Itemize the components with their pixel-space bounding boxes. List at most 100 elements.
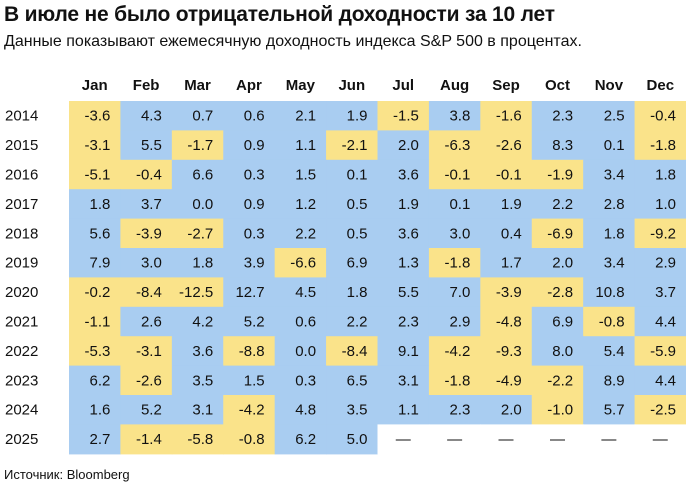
cell-value-2025-jun: 5.0 — [347, 431, 368, 448]
heatmap-cell-2020-apr — [223, 277, 276, 308]
heatmap-cell-2022-apr — [223, 336, 276, 367]
cell-value-2023-aug: -1.8 — [444, 372, 470, 389]
year-label-2015: 2015 — [5, 137, 38, 154]
heatmap-cell-2023-jan — [69, 365, 122, 396]
cell-value-2020-dec: 3.7 — [655, 284, 676, 301]
cell-value-2021-sep: -4.8 — [496, 314, 522, 331]
heatmap-cell-2023-apr — [223, 365, 276, 396]
heatmap-cell-2017-may — [274, 189, 327, 220]
heatmap-cell-2015-jan — [69, 130, 122, 161]
cell-value-2022-apr: -8.8 — [239, 343, 265, 360]
heatmap-cell-2019-jan — [69, 248, 122, 278]
heatmap-cell-2019-oct — [531, 248, 584, 278]
heatmap-cell-2023-mar — [171, 365, 224, 396]
cell-value-2019-jun: 6.9 — [347, 255, 368, 272]
heatmap-cell-2021-may — [274, 306, 327, 337]
cell-value-2022-nov: 5.4 — [604, 343, 625, 360]
cell-value-2021-apr: 5.2 — [244, 314, 265, 331]
heatmap-cell-2024-sep — [480, 395, 533, 425]
heatmap-cell-2019-sep — [480, 248, 533, 278]
cell-value-2022-jul: 9.1 — [398, 343, 419, 360]
cell-value-2019-jul: 1.3 — [398, 255, 419, 272]
cell-value-2025-nov: — — [601, 431, 616, 448]
heatmap-cell-2014-feb — [120, 101, 173, 131]
heatmap-cell-2016-mar — [171, 159, 224, 190]
heatmap-cell-2024-jul — [377, 395, 430, 425]
heatmap-cell-2020-may — [274, 277, 327, 308]
cell-value-2017-oct: 2.2 — [552, 196, 573, 213]
cell-value-2016-sep: -0.1 — [496, 167, 522, 184]
cell-value-2021-nov: -0.8 — [599, 314, 625, 331]
cell-value-2024-jun: 3.5 — [347, 402, 368, 419]
cell-value-2020-jun: 1.8 — [347, 284, 368, 301]
heatmap-cell-2025-mar — [171, 424, 224, 455]
heatmap-cell-2024-nov — [583, 395, 636, 425]
month-header-sep: Sep — [492, 77, 520, 94]
heatmap-cell-2016-jul — [377, 159, 430, 190]
cell-value-2022-oct: 8.0 — [552, 343, 573, 360]
cell-value-2024-apr: -4.2 — [239, 402, 265, 419]
cell-value-2022-mar: 3.6 — [192, 343, 213, 360]
cell-value-2022-aug: -4.2 — [444, 343, 470, 360]
cell-value-2024-aug: 2.3 — [449, 402, 470, 419]
heatmap-cell-2018-jun — [326, 218, 379, 249]
cell-value-2023-feb: -2.6 — [136, 372, 162, 389]
heatmap-cell-2021-aug — [428, 306, 481, 337]
month-header-jan: Jan — [82, 77, 108, 94]
cell-value-2020-aug: 7.0 — [449, 284, 470, 301]
heatmap-cell-2020-nov — [583, 277, 636, 308]
cell-value-2018-nov: 1.8 — [604, 225, 625, 242]
heatmap-cell-2025-dec — [634, 424, 686, 455]
cell-value-2021-feb: 2.6 — [141, 314, 162, 331]
cell-value-2016-aug: -0.1 — [444, 167, 470, 184]
heatmap-cell-2025-nov — [583, 424, 636, 455]
heatmap-cell-2014-jul — [377, 101, 430, 131]
cell-value-2018-oct: -6.9 — [547, 225, 573, 242]
cell-value-2022-feb: -3.1 — [136, 343, 162, 360]
source-note: Источник: Bloomberg — [4, 467, 130, 482]
year-label-2020: 2020 — [5, 284, 38, 301]
heatmap-cell-2022-jun — [326, 336, 379, 367]
heatmap-cell-2020-sep — [480, 277, 533, 308]
heatmap-cell-2025-jun — [326, 424, 379, 455]
heatmap-cell-2025-may — [274, 424, 327, 455]
heatmap-cell-2020-dec — [634, 277, 686, 308]
cell-value-2018-jan: 5.6 — [90, 225, 111, 242]
heatmap-cell-2021-oct — [531, 306, 584, 337]
month-header-feb: Feb — [133, 77, 160, 94]
heatmap-cell-2021-nov — [583, 306, 636, 337]
heatmap-cell-2021-mar — [171, 306, 224, 337]
cell-value-2014-may: 2.1 — [295, 108, 316, 125]
heatmap-cell-2019-feb — [120, 248, 173, 278]
heatmap-cell-2022-may — [274, 336, 327, 367]
heatmap-cell-2014-sep — [480, 101, 533, 131]
heatmap-cell-2024-mar — [171, 395, 224, 425]
heatmap-cell-2022-dec — [634, 336, 686, 367]
heatmap-cell-2020-feb — [120, 277, 173, 308]
cell-value-2019-nov: 3.4 — [604, 255, 625, 272]
cell-value-2014-sep: -1.6 — [496, 108, 522, 125]
year-label-2024: 2024 — [5, 402, 38, 419]
heatmap-cell-2021-jul — [377, 306, 430, 337]
cell-value-2023-jan: 6.2 — [90, 372, 111, 389]
cell-value-2016-nov: 3.4 — [604, 167, 625, 184]
heatmap-cell-2023-aug — [428, 365, 481, 396]
heatmap-cell-2016-may — [274, 159, 327, 190]
cell-value-2025-apr: -0.8 — [239, 431, 265, 448]
heatmap-cell-2024-may — [274, 395, 327, 425]
cell-value-2016-jun: 0.1 — [347, 167, 368, 184]
heatmap-cell-2018-apr — [223, 218, 276, 249]
heatmap-cell-2014-oct — [531, 101, 584, 131]
heatmap-cell-2022-mar — [171, 336, 224, 367]
heatmap-cell-2020-jun — [326, 277, 379, 308]
heatmap-cell-2014-mar — [171, 101, 224, 131]
heatmap-cell-2019-nov — [583, 248, 636, 278]
cell-value-2025-feb: -1.4 — [136, 431, 162, 448]
heatmap-cell-2024-jun — [326, 395, 379, 425]
month-header-jun: Jun — [338, 77, 365, 94]
cell-value-2025-jan: 2.7 — [90, 431, 111, 448]
heatmap-cell-2014-may — [274, 101, 327, 131]
cell-value-2023-nov: 8.9 — [604, 372, 625, 389]
heatmap-cell-2014-dec — [634, 101, 686, 131]
heatmap-cell-2025-oct — [531, 424, 584, 455]
